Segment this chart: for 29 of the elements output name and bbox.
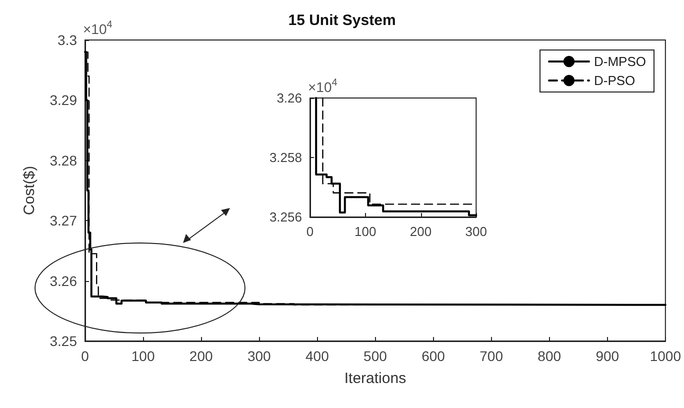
chart-title: 15 Unit System — [288, 12, 396, 29]
x-axis-title: Iterations — [344, 370, 406, 387]
x-tick-label: 500 — [364, 348, 388, 364]
x-tick-label: 800 — [538, 348, 562, 364]
y-tick-label: 3.258 — [269, 150, 302, 165]
x-tick-label: 200 — [410, 224, 432, 239]
y-tick-label: 3.27 — [50, 212, 78, 229]
x-tick-label: 600 — [422, 348, 446, 364]
x-tick-label: 0 — [306, 224, 314, 239]
y-tick-label: 3.29 — [50, 92, 78, 108]
x-tick-label: 400 — [305, 348, 330, 364]
y-tick-label: 3.3 — [58, 32, 78, 48]
y-tick-label: 3.26 — [276, 90, 302, 106]
x-tick-label: 0 — [81, 348, 90, 364]
x-tick-label: 100 — [354, 224, 376, 239]
legend-label: D-MPSO — [594, 54, 646, 69]
x-tick-label: 900 — [596, 348, 620, 364]
x-tick-label: 300 — [247, 348, 272, 364]
y-tick-label: 3.256 — [269, 210, 302, 224]
x-tick-label: 300 — [465, 224, 488, 239]
x-tick-label: 1000 — [650, 348, 682, 364]
y-tick-label: 3.25 — [50, 333, 78, 349]
y-axis-title: Cost($) — [21, 166, 38, 216]
x-tick-label: 100 — [131, 348, 155, 364]
legend-label: D-PSO — [594, 73, 636, 88]
x-tick-label: 700 — [480, 348, 504, 364]
y-tick-label: 3.26 — [50, 272, 78, 289]
y-tick-label: 3.28 — [50, 152, 78, 168]
x-tick-label: 200 — [189, 348, 213, 364]
